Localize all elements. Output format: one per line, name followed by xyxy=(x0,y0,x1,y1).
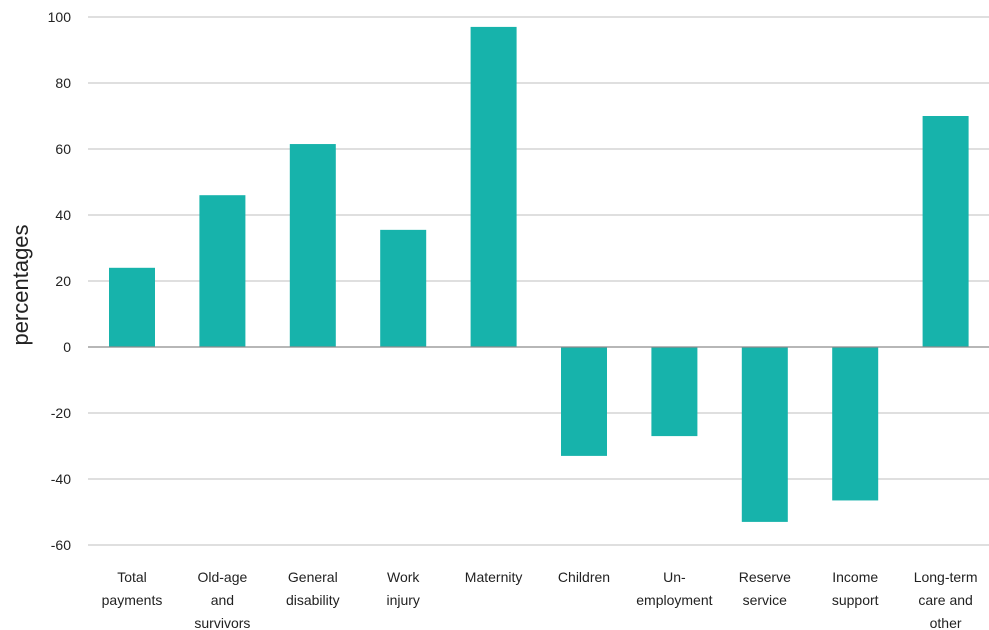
bar xyxy=(380,229,427,347)
x-category-label-line: survivors xyxy=(194,615,250,630)
bar xyxy=(470,26,517,348)
y-axis-title: percentages xyxy=(8,224,33,345)
x-category-label-line: employment xyxy=(636,592,712,608)
x-category-label-line: payments xyxy=(102,592,163,608)
y-tick-label: 100 xyxy=(48,9,72,25)
x-category-label: Reserve service xyxy=(739,569,791,608)
x-category-label-line: Old-age xyxy=(197,569,247,585)
x-axis-labels: Total payments Old-age and survivors General d… xyxy=(102,569,978,630)
bar xyxy=(832,347,879,501)
bar xyxy=(651,347,698,437)
x-category-label: Un-employment xyxy=(636,569,712,608)
x-category-label: Income support xyxy=(832,569,879,608)
x-category-label: Maternity xyxy=(465,569,523,585)
x-category-label: Children xyxy=(558,569,610,585)
y-tick-label: 80 xyxy=(55,75,71,91)
y-tick-label: -40 xyxy=(51,471,71,487)
bar xyxy=(109,267,155,347)
x-category-label-line: and xyxy=(211,592,234,608)
x-category-label: General disability xyxy=(286,569,340,608)
x-category-label-line: injury xyxy=(386,592,419,608)
bar xyxy=(561,347,607,456)
x-category-label-line: service xyxy=(743,592,788,608)
bar xyxy=(289,144,336,347)
x-category-label-line: other xyxy=(930,615,962,630)
x-category-label-line: support xyxy=(832,592,879,608)
y-tick-label: 20 xyxy=(55,273,71,289)
x-category-label-line: disability xyxy=(286,592,340,608)
y-axis-ticks: 100 80 60 40 20 0 -20 -40 -60 xyxy=(48,9,72,553)
x-category-label-line: Long-term xyxy=(914,569,978,585)
x-category-label: Long-term care and other xyxy=(914,569,978,630)
y-tick-label: 40 xyxy=(55,207,71,223)
x-category-label-line: Total xyxy=(117,569,147,585)
x-category-label-line: Reserve xyxy=(739,569,791,585)
bar xyxy=(741,347,788,522)
x-category-label: Work injury xyxy=(386,569,420,608)
x-category-label-line: General xyxy=(288,569,338,585)
x-category-label-line: Children xyxy=(558,569,610,585)
x-category-label-line: Maternity xyxy=(465,569,523,585)
x-category-label-line: Work xyxy=(387,569,420,585)
x-category-label-line: Un- xyxy=(663,569,686,585)
y-tick-label: -60 xyxy=(51,537,71,553)
y-tick-label: -20 xyxy=(51,405,71,421)
y-tick-label: 60 xyxy=(55,141,71,157)
bars xyxy=(109,26,969,522)
y-tick-label: 0 xyxy=(63,339,71,355)
x-category-label-line: Income xyxy=(832,569,878,585)
bar xyxy=(922,116,969,347)
x-category-label-line: care and xyxy=(918,592,972,608)
bar xyxy=(199,195,246,347)
x-category-label: Old-age and survivors xyxy=(194,569,250,630)
x-category-label: Total payments xyxy=(102,569,163,608)
